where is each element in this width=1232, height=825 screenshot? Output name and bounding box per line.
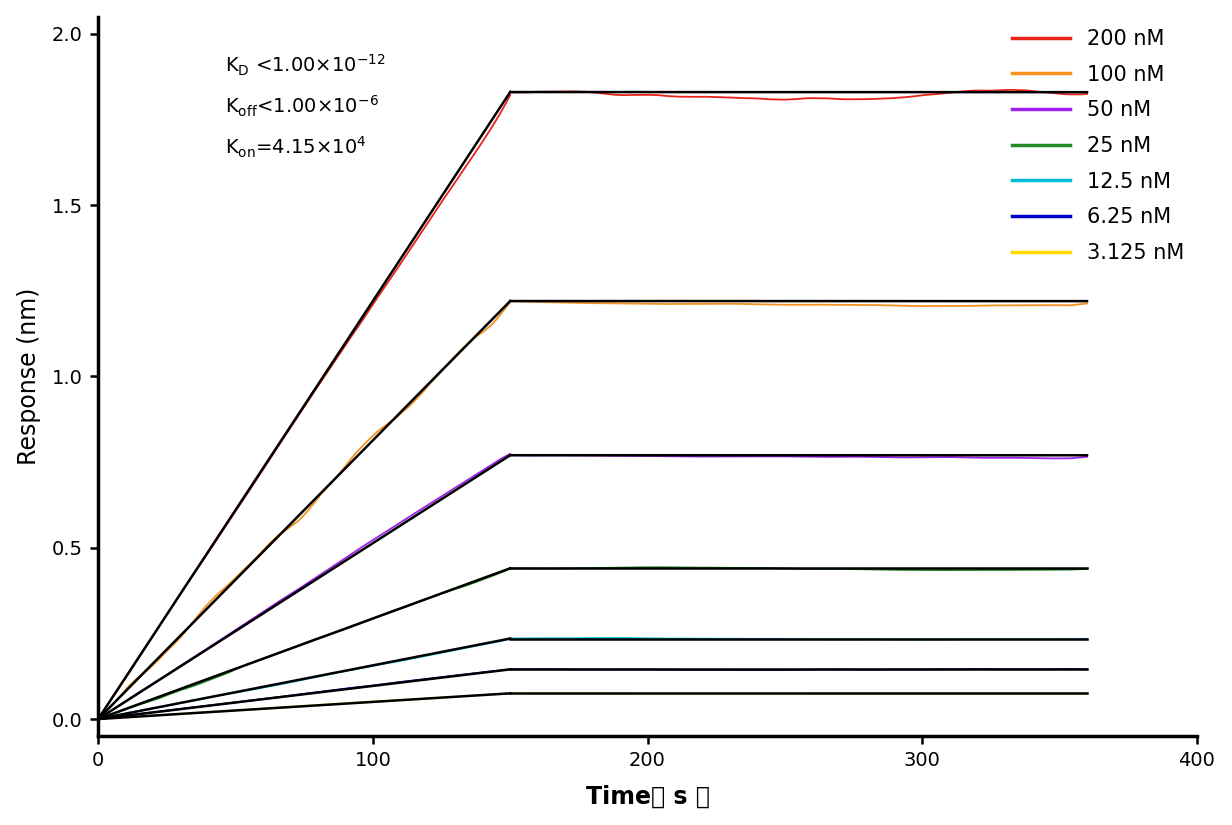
Legend: 200 nM, 100 nM, 50 nM, 25 nM, 12.5 nM, 6.25 nM, 3.125 nM: 200 nM, 100 nM, 50 nM, 25 nM, 12.5 nM, 6… [1004,21,1193,271]
X-axis label: Time（ s ）: Time（ s ） [585,785,710,808]
Text: K$_\mathregular{D}$ <1.00×10$^{\mathregular{-12}}$
K$_\mathregular{off}$<1.00×10: K$_\mathregular{D}$ <1.00×10$^{\mathregu… [224,53,386,160]
Y-axis label: Response (nm): Response (nm) [17,288,41,465]
